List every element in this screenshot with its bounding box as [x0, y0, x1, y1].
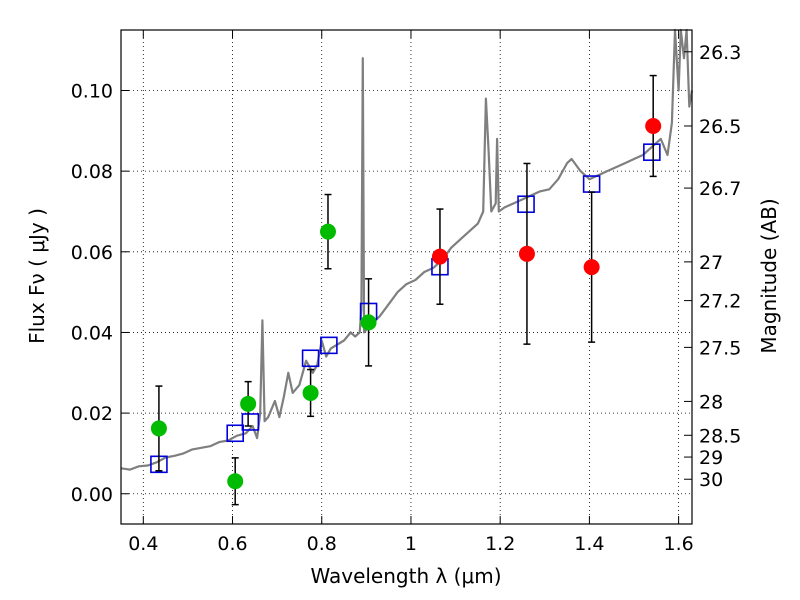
data-point	[240, 395, 257, 412]
plot-frame	[120, 29, 693, 525]
y-tick-label: 0.08	[71, 161, 113, 183]
y-tick-label: 0.10	[71, 80, 113, 102]
model-photometry-square	[301, 349, 320, 368]
spectrum-line	[120, 28, 694, 471]
model-photometry-square	[226, 424, 244, 443]
y2-tick-label: 28	[699, 391, 723, 413]
model-spectrum	[120, 28, 694, 471]
model-photometry-square	[241, 413, 260, 431]
y-tick-label: 0.02	[71, 403, 113, 425]
data-point	[360, 314, 377, 331]
data-point	[319, 223, 336, 240]
y-tick-label: 0.00	[71, 484, 113, 506]
x-tick-label: 0.8	[307, 533, 337, 555]
y-tick-label: 0.04	[71, 322, 113, 344]
x-axis-label: Wavelength λ (μm)	[310, 564, 501, 588]
x-axis-ticks: 0.4 0.6 0.8 1 1.2 1.4 1.6	[128, 30, 694, 555]
plot-area	[120, 28, 694, 524]
y2-tick-label: 30	[699, 469, 723, 491]
model-photometry-square	[643, 143, 661, 161]
x-tick-label: 1.4	[574, 533, 604, 555]
x-tick-label: 1.2	[485, 533, 515, 555]
y2-tick-label: 27.5	[699, 337, 741, 359]
model-photometry-square	[517, 195, 535, 214]
model-photometry-square	[320, 336, 338, 355]
y2-tick-label: 26.3	[699, 42, 741, 64]
y2-tick-label: 28.5	[699, 425, 741, 447]
data-point	[583, 259, 600, 276]
data-point	[518, 245, 535, 262]
x-tick-label: 0.6	[217, 533, 247, 555]
y2-tick-label: 26.7	[699, 178, 741, 200]
y2-tick-label: 27	[699, 252, 723, 274]
data-point	[302, 384, 319, 401]
y-axis-label: Flux Fν ( μJy )	[25, 208, 49, 344]
x-tick-label: 1.6	[664, 533, 694, 555]
x-tick-label: 0.4	[128, 533, 158, 555]
observed-points	[150, 117, 662, 490]
y2-axis-label: Magnitude (AB)	[757, 198, 781, 353]
data-point	[227, 473, 244, 490]
y-tick-label: 0.06	[71, 242, 113, 264]
data-point	[150, 420, 167, 437]
data-point	[431, 248, 448, 265]
x-tick-label: 1	[405, 533, 417, 555]
y2-tick-label: 29	[699, 447, 723, 469]
y2-tick-label: 27.2	[699, 291, 741, 313]
y-axis-ticks: 0.00 0.02 0.04 0.06 0.08 0.10	[71, 80, 129, 506]
data-point	[645, 117, 662, 134]
y2-tick-label: 26.5	[699, 116, 741, 138]
